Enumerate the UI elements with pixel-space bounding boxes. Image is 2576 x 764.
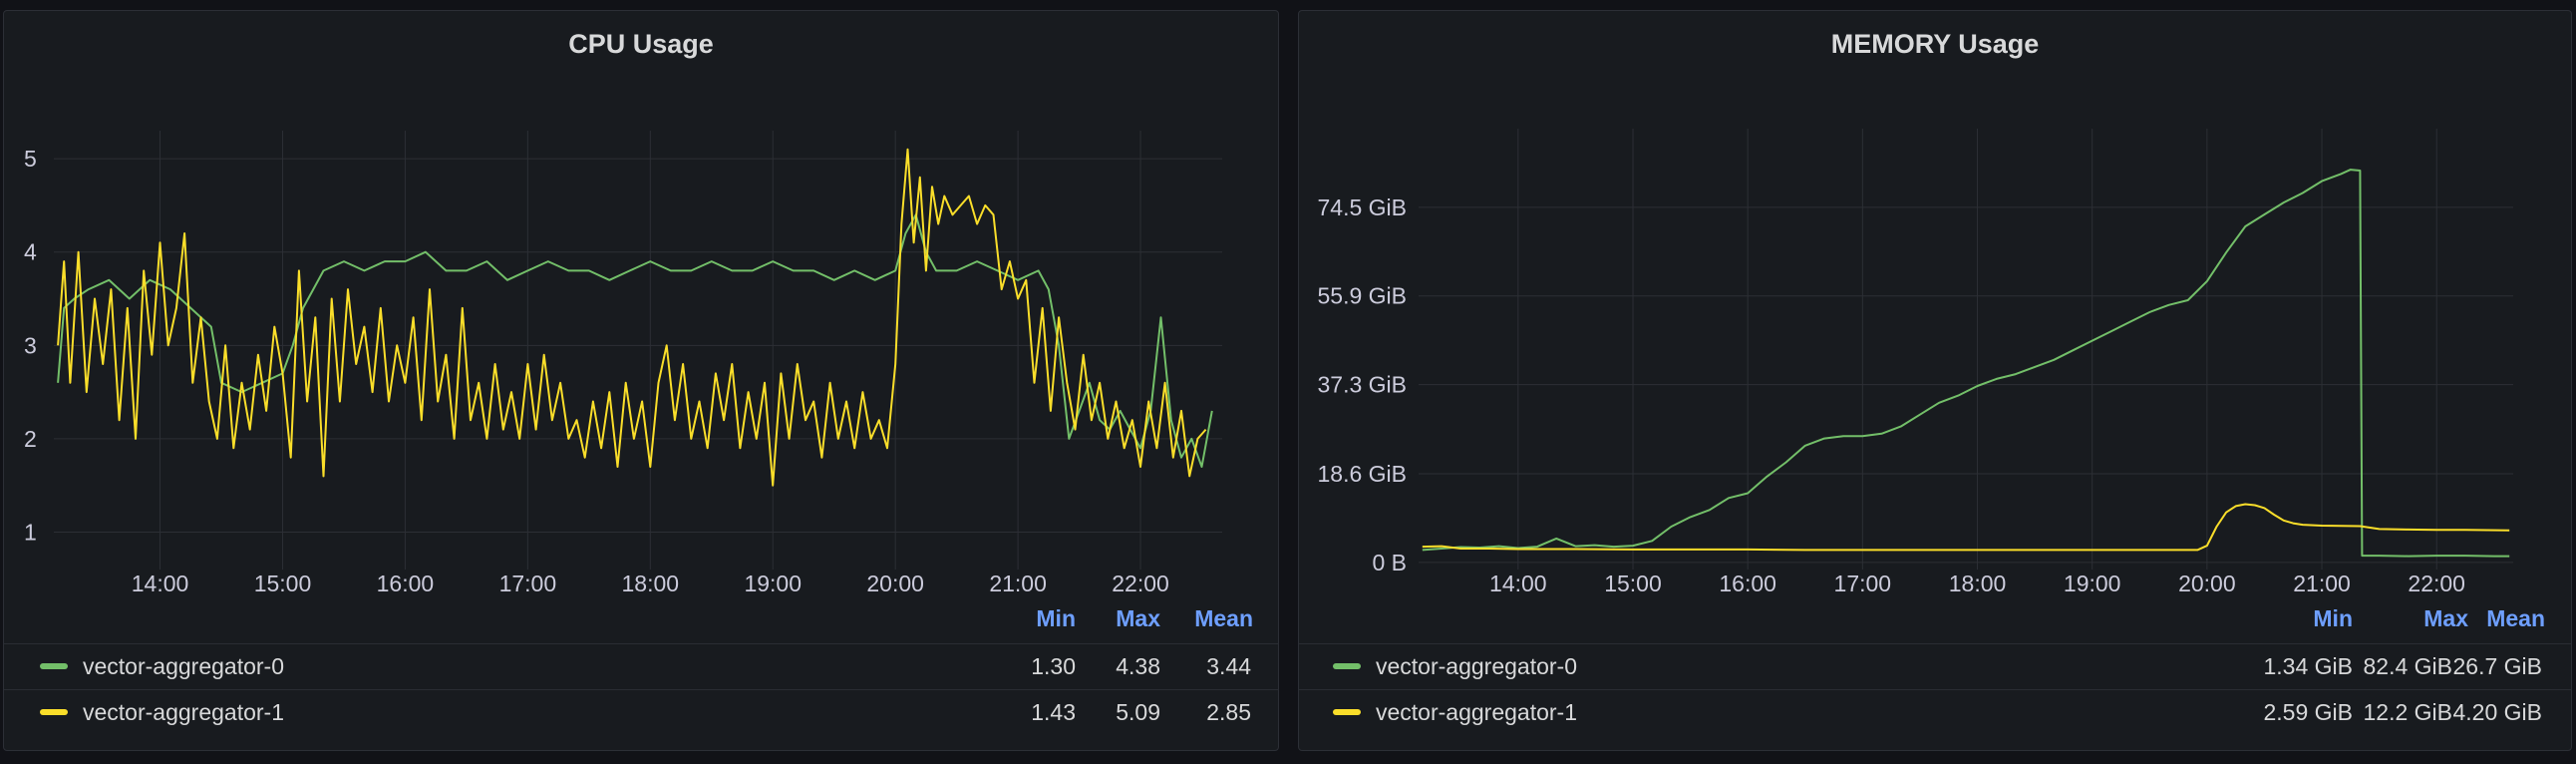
series-line-vector-aggregator-1[interactable] bbox=[1422, 503, 2510, 552]
series-line-vector-aggregator-1[interactable] bbox=[57, 148, 1207, 487]
x-tick-label: 20:00 bbox=[2178, 571, 2236, 596]
legend-min-header[interactable]: Min bbox=[1036, 605, 1076, 631]
y-tick-label: 3 bbox=[24, 332, 37, 358]
series-color-swatch[interactable] bbox=[40, 709, 68, 715]
x-tick-label: 19:00 bbox=[2064, 571, 2121, 596]
y-tick-label: 0 B bbox=[1372, 550, 1407, 575]
x-tick-label: 16:00 bbox=[1719, 571, 1776, 596]
series-color-swatch[interactable] bbox=[1333, 663, 1361, 669]
x-tick-label: 22:00 bbox=[1112, 571, 1169, 596]
x-tick-label: 19:00 bbox=[744, 571, 802, 596]
legend-mean-value: 2.85 bbox=[1206, 699, 1251, 725]
memory-usage-panel[interactable]: MEMORY Usage 0 B 18.6 GiB 37.3 GiB 55.9 GiB… bbox=[1298, 10, 2572, 751]
legend-row-vector-aggregator-1[interactable]: vector-aggregator-1 1.43 5.09 2.85 bbox=[4, 689, 1278, 734]
cpu-usage-chart[interactable]: 1 2 3 4 5 14:00 15:00 16:00 17:00 18:00 19:00 20:00… bbox=[4, 11, 1280, 619]
y-tick-label: 74.5 GiB bbox=[1318, 194, 1408, 220]
legend-max-header[interactable]: Max bbox=[1116, 605, 1160, 631]
legend-min-header[interactable]: Min bbox=[2313, 605, 2353, 631]
series-color-swatch[interactable] bbox=[1333, 709, 1361, 715]
panel-title: MEMORY Usage bbox=[1830, 29, 2040, 59]
y-tick-label: 37.3 GiB bbox=[1318, 372, 1408, 398]
x-tick-label: 21:00 bbox=[2293, 571, 2351, 596]
legend-min-value: 1.34 GiB bbox=[2263, 653, 2354, 679]
legend-max-value: 5.09 bbox=[1116, 699, 1160, 725]
y-tick-label: 5 bbox=[24, 146, 37, 172]
legend-max-value: 82.4 GiB bbox=[2363, 653, 2453, 679]
y-tick-label: 4 bbox=[24, 239, 37, 265]
y-tick-label: 55.9 GiB bbox=[1318, 283, 1408, 309]
x-tick-label: 20:00 bbox=[866, 571, 924, 596]
x-tick-label: 22:00 bbox=[2408, 571, 2465, 596]
legend-max-header[interactable]: Max bbox=[2423, 605, 2468, 631]
legend-min-value: 1.43 bbox=[1031, 699, 1076, 725]
legend-min-value: 1.30 bbox=[1031, 653, 1076, 679]
x-tick-label: 14:00 bbox=[132, 571, 189, 596]
memory-usage-chart[interactable]: 0 B 18.6 GiB 37.3 GiB 55.9 GiB 74.5 GiB 14:00… bbox=[1299, 11, 2573, 619]
legend-series-name[interactable]: vector-aggregator-1 bbox=[83, 699, 284, 725]
legend-mean-header[interactable]: Mean bbox=[2486, 605, 2545, 631]
legend-mean-value: 4.20 GiB bbox=[2452, 699, 2543, 725]
y-tick-label: 1 bbox=[24, 520, 37, 546]
panel-title: CPU Usage bbox=[568, 29, 714, 59]
x-tick-label: 17:00 bbox=[1834, 571, 1892, 596]
x-tick-label: 18:00 bbox=[622, 571, 680, 596]
legend-row-vector-aggregator-1[interactable]: vector-aggregator-1 2.59 GiB 12.2 GiB 4.… bbox=[1299, 689, 2571, 734]
legend-mean-value: 3.44 bbox=[1206, 653, 1251, 679]
legend-mean-header[interactable]: Mean bbox=[1194, 605, 1253, 631]
y-tick-label: 2 bbox=[24, 426, 37, 452]
x-tick-label: 14:00 bbox=[1489, 571, 1547, 596]
legend-series-name[interactable]: vector-aggregator-1 bbox=[1376, 699, 1577, 725]
legend-max-value: 4.38 bbox=[1116, 653, 1160, 679]
legend-row-vector-aggregator-0[interactable]: vector-aggregator-0 1.30 4.38 3.44 bbox=[4, 643, 1278, 688]
x-tick-label: 15:00 bbox=[1604, 571, 1662, 596]
series-color-swatch[interactable] bbox=[40, 663, 68, 669]
x-tick-label: 15:00 bbox=[254, 571, 312, 596]
y-tick-label: 18.6 GiB bbox=[1318, 461, 1408, 487]
x-tick-label: 21:00 bbox=[989, 571, 1047, 596]
legend-row-vector-aggregator-0[interactable]: vector-aggregator-0 1.34 GiB 82.4 GiB 26… bbox=[1299, 643, 2571, 688]
x-tick-label: 17:00 bbox=[499, 571, 557, 596]
series-line-vector-aggregator-0[interactable] bbox=[1422, 169, 2510, 558]
legend-mean-value: 26.7 GiB bbox=[2452, 653, 2543, 679]
cpu-usage-panel[interactable]: CPU Usage 1 2 3 4 5 14:00 15:00 16:00 17:00 18:00… bbox=[3, 10, 1279, 751]
legend-series-name[interactable]: vector-aggregator-0 bbox=[1376, 653, 1577, 679]
legend-series-name[interactable]: vector-aggregator-0 bbox=[83, 653, 284, 679]
x-tick-label: 16:00 bbox=[377, 571, 435, 596]
x-tick-label: 18:00 bbox=[1949, 571, 2007, 596]
legend-max-value: 12.2 GiB bbox=[2363, 699, 2453, 725]
legend-min-value: 2.59 GiB bbox=[2263, 699, 2354, 725]
